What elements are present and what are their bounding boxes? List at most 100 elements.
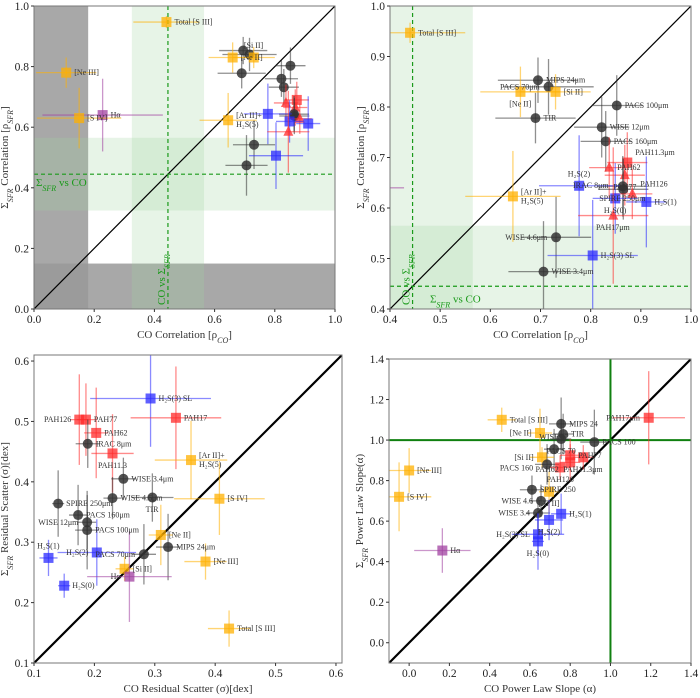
data-label-line: [Ar II]+: [521, 187, 547, 196]
marker-circle: [147, 492, 158, 503]
x-tick-label: 1.0: [328, 314, 343, 326]
data-label: MIPS 24μm: [546, 76, 586, 85]
data-point: [573, 445, 594, 470]
data-label-line: SPIRE 250μm: [66, 499, 113, 508]
marker-circle: [589, 437, 600, 448]
data-label: [Ne II]: [241, 53, 263, 62]
data-label-group: WISE 12: [539, 433, 569, 442]
data-label-group: H₂S(1): [654, 197, 677, 206]
data-label: [Ne II]: [169, 530, 191, 539]
one-to-one-line: [34, 6, 335, 309]
data-label-line: H₂S(2): [538, 527, 561, 536]
data-label-line: [Ne III]: [74, 68, 99, 77]
x-tick-label: 0.2: [87, 314, 102, 326]
data-label: H₂S(3) SL: [159, 394, 193, 403]
data-label-line: TIR: [571, 429, 585, 438]
data-label-line: H₂S(3) SL: [601, 251, 635, 260]
marker-triangle: [290, 101, 301, 112]
data-label: IRAC 8μm: [96, 439, 132, 448]
data-point: [70, 374, 89, 465]
marker-circle: [285, 60, 296, 71]
marker-square: [200, 556, 211, 567]
y-tick-label: 0.2: [370, 597, 385, 609]
data-point: [560, 444, 581, 481]
data-label-group: PAH62: [104, 428, 127, 437]
data-label: WISE 12μm: [38, 518, 79, 527]
data-label: [S IV]: [407, 492, 428, 501]
data-label-group: PACS 70μm: [95, 550, 136, 559]
marker-square: [284, 116, 295, 127]
x-tick-label: 0.8: [583, 314, 598, 326]
data-label-line: PAH11.3μm: [635, 148, 675, 157]
data-point: [550, 455, 571, 480]
marker-circle: [276, 73, 287, 84]
data-label-line: PAH62: [535, 465, 558, 474]
data-label-group: [Ne III]: [214, 557, 239, 566]
data-label-line: PAH62: [104, 428, 127, 437]
y-tick-label: 0.3: [15, 537, 30, 549]
data-label-line: PAH77: [578, 451, 601, 460]
data-label-group: PACS 160μm: [86, 511, 131, 520]
data-label: Hα: [111, 572, 122, 581]
data-label-line: H₂S(0): [72, 581, 95, 590]
y-tick-label: 0.1: [15, 658, 30, 670]
data-label-group: WISE 4.6: [501, 496, 533, 505]
x-tick-label: 0.8: [268, 314, 283, 326]
data-label-line: TIR: [543, 114, 557, 123]
marker-triangle: [608, 209, 619, 220]
data-label-line: [S IV]: [227, 494, 248, 503]
data-point: [90, 355, 211, 447]
data-point: [267, 90, 310, 173]
data-label-group: Hα: [450, 546, 461, 555]
data-label: PACS 100μm: [625, 101, 670, 110]
data-label-group: TIR: [543, 114, 557, 123]
data-label-group: PAH77: [94, 415, 117, 424]
data-label-group: [Si II]: [244, 41, 264, 50]
data-point: [243, 83, 292, 145]
data-label-line: [Ar II]+: [236, 111, 262, 120]
y-tick-label: 0.4: [371, 304, 386, 316]
y-tick-label: 0.9: [371, 52, 386, 64]
data-label-line: H₂S(2): [66, 548, 89, 557]
data-point: [551, 418, 572, 460]
data-label-group: H₂S(3) SL: [159, 394, 193, 403]
data-label: MIPS 24μm: [176, 543, 216, 552]
data-label: H₂S(1): [654, 197, 677, 206]
data-label-group: Total [S III]: [418, 28, 456, 37]
data-point: [57, 519, 137, 586]
data-label-line: [Ar II]: [538, 499, 559, 508]
marker-square: [262, 108, 273, 119]
data-point: [551, 493, 572, 535]
data-label: PACS 100: [602, 438, 635, 447]
data-label: PAH62: [617, 163, 640, 172]
y-tick-label: 1.0: [15, 1, 30, 13]
data-label-group: PACS 100μm: [625, 101, 670, 110]
marker-square: [97, 110, 108, 121]
marker-square: [555, 462, 566, 473]
marker-square: [224, 623, 235, 634]
marker-circle: [556, 434, 567, 445]
data-label: PACS 70μm: [500, 82, 541, 91]
data-label-group: H₂S(1): [37, 541, 60, 550]
x-tick-label: 1.0: [684, 314, 699, 326]
data-label-group: H₂S(3) SL: [601, 251, 635, 260]
data-label: [S IV]: [87, 114, 108, 123]
data-label-line: Hα: [111, 572, 122, 581]
data-label: WISE 3.4μm: [131, 474, 174, 483]
marker-square: [643, 412, 654, 423]
data-label: IRAC 8μm: [573, 181, 609, 190]
marker-square: [556, 508, 567, 519]
data-label-line: PACS 100μm: [95, 526, 140, 535]
axes-frame: [33, 5, 336, 310]
marker-square: [303, 118, 314, 129]
data-point: [130, 366, 222, 470]
x-tick-label: 0.4: [383, 314, 398, 326]
data-label: PACS 160μm: [614, 137, 659, 146]
data-label: [Ne III]: [214, 557, 239, 566]
data-label-group: H₂S(2): [66, 548, 89, 557]
data-point: [36, 57, 97, 88]
data-label-line: H₂S(0): [604, 206, 627, 215]
data-label: H₂S(1): [37, 541, 60, 550]
data-label-group: [Ne II]: [510, 428, 532, 437]
